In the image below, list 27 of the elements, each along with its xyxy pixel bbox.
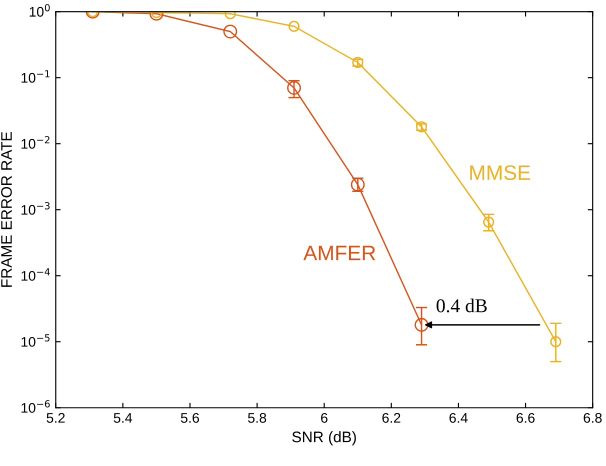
point: [288, 20, 300, 32]
y-tick-label: 10$^{−6}$: [22, 400, 50, 413]
y-tick-label: 10$^{−5}$: [22, 334, 50, 347]
x-tick-label: 5.8: [248, 412, 266, 423]
x-tick-label: 6.4: [449, 412, 468, 423]
x-tick-label: 6.8: [584, 412, 602, 423]
point: [550, 336, 562, 348]
x-tick-label: 5.6: [180, 412, 200, 423]
point: [414, 318, 428, 332]
x-tick-label: 5.4: [114, 413, 132, 423]
y-tick-label: 10$^{0}$: [30, 4, 50, 17]
y-tick-label: 10$^{−3}$: [22, 202, 50, 215]
series-label: AMFER: [303, 246, 376, 260]
point: [287, 80, 301, 95]
x-tick-label: 6: [321, 412, 328, 423]
y-tick-label: 10$^{−2}$: [22, 136, 50, 149]
point: [223, 24, 238, 38]
x-tick-label: 6.2: [382, 412, 400, 423]
x-axis-title: SNR (dB): [292, 431, 356, 446]
y-tick-label: 10$^{−1}$: [22, 70, 50, 83]
annotation: 0.4 dB: [436, 298, 487, 312]
y-axis-title: FRAME ERROR RATE: [1, 132, 12, 287]
y-tick-label: 10$^{−4}$: [22, 268, 50, 281]
x-tick-label: 6.6: [516, 412, 535, 423]
point: [483, 216, 494, 228]
x-tick-label: 5.2: [46, 412, 65, 423]
series-label: MMSE: [470, 165, 530, 180]
